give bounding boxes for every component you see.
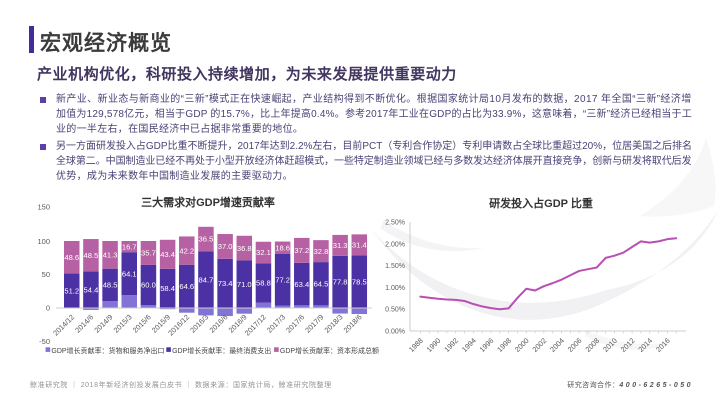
svg-text:1.50%: 1.50% <box>385 263 405 270</box>
svg-text:78.5: 78.5 <box>352 277 367 286</box>
svg-text:2012: 2012 <box>619 336 637 354</box>
svg-text:77.2: 77.2 <box>275 276 290 285</box>
svg-text:32.8: 32.8 <box>314 247 329 256</box>
svg-text:1.00%: 1.00% <box>385 285 405 292</box>
svg-text:18.6: 18.6 <box>275 243 290 252</box>
svg-text:71.0: 71.0 <box>237 280 252 289</box>
svg-text:58.4: 58.4 <box>160 284 175 293</box>
svg-text:73.4: 73.4 <box>218 279 233 288</box>
svg-text:2016: 2016 <box>654 336 672 354</box>
svg-text:0.50%: 0.50% <box>385 307 405 314</box>
svg-text:GDP增长贡献率：货物和服务净出口: GDP增长贡献率：货物和服务净出口 <box>51 346 164 355</box>
svg-text:0.00%: 0.00% <box>385 329 405 336</box>
svg-text:48.5: 48.5 <box>84 251 99 260</box>
svg-text:1994: 1994 <box>460 336 478 354</box>
svg-text:60.0: 60.0 <box>141 281 156 290</box>
svg-text:GDP增长贡献率：资本形成总额: GDP增长贡献率：资本形成总额 <box>280 346 379 355</box>
svg-text:32.1: 32.1 <box>256 248 271 257</box>
svg-text:36.5: 36.5 <box>199 235 214 244</box>
svg-text:2018/6: 2018/6 <box>342 313 364 335</box>
svg-text:36.8: 36.8 <box>237 244 252 253</box>
svg-text:2006: 2006 <box>566 336 584 354</box>
svg-text:16.7: 16.7 <box>122 242 137 251</box>
svg-text:2017/9: 2017/9 <box>303 313 325 335</box>
svg-text:2004: 2004 <box>548 336 566 354</box>
svg-text:48.5: 48.5 <box>103 281 118 290</box>
svg-text:2017/12: 2017/12 <box>243 313 268 338</box>
svg-text:50: 50 <box>42 270 50 279</box>
svg-text:2.00%: 2.00% <box>385 241 405 248</box>
svg-text:1990: 1990 <box>425 336 443 354</box>
svg-text:37.2: 37.2 <box>294 246 309 255</box>
svg-text:2014/12: 2014/12 <box>51 313 76 338</box>
svg-text:2016/6: 2016/6 <box>207 313 229 335</box>
svg-text:77.8: 77.8 <box>333 278 348 287</box>
svg-text:41.3: 41.3 <box>103 251 118 260</box>
svg-text:64.5: 64.5 <box>314 279 329 288</box>
svg-text:58.8: 58.8 <box>256 279 271 288</box>
svg-text:37.0: 37.0 <box>218 242 233 251</box>
svg-text:1988: 1988 <box>407 336 425 354</box>
svg-text:84.7: 84.7 <box>199 275 214 284</box>
svg-text:64.6: 64.6 <box>179 282 194 291</box>
svg-text:2014/9: 2014/9 <box>92 313 114 335</box>
svg-text:2017/6: 2017/6 <box>284 313 306 335</box>
svg-text:研发投入占GDP 比重: 研发投入占GDP 比重 <box>489 196 593 210</box>
svg-text:2015/6: 2015/6 <box>131 313 153 335</box>
svg-text:43.4: 43.4 <box>160 250 175 259</box>
svg-text:2014/6: 2014/6 <box>73 313 95 335</box>
svg-text:三大需求对GDP增速贡献率: 三大需求对GDP增速贡献率 <box>141 195 275 209</box>
svg-text:54.4: 54.4 <box>84 285 99 294</box>
svg-text:1996: 1996 <box>478 336 496 354</box>
svg-text:42.2: 42.2 <box>179 246 194 255</box>
svg-text:2015/3: 2015/3 <box>112 313 134 335</box>
svg-text:2.50%: 2.50% <box>385 220 405 227</box>
svg-text:2014: 2014 <box>636 336 654 354</box>
svg-text:31.4: 31.4 <box>352 241 367 250</box>
svg-text:2002: 2002 <box>530 336 548 354</box>
svg-text:2000: 2000 <box>513 336 531 354</box>
svg-text:GDP增长贡献率：最终消费支出: GDP增长贡献率：最终消费支出 <box>172 346 271 355</box>
svg-text:1998: 1998 <box>495 336 513 354</box>
svg-text:31.3: 31.3 <box>333 241 348 250</box>
svg-text:63.4: 63.4 <box>294 280 309 289</box>
svg-text:51.2: 51.2 <box>64 286 79 295</box>
svg-text:48.6: 48.6 <box>64 253 79 262</box>
svg-text:64.1: 64.1 <box>122 269 137 278</box>
svg-text:2016/12: 2016/12 <box>166 313 191 338</box>
svg-text:100: 100 <box>37 237 50 246</box>
svg-text:1992: 1992 <box>442 336 460 354</box>
svg-text:2018/3: 2018/3 <box>322 313 344 335</box>
svg-text:-50: -50 <box>39 337 50 346</box>
svg-text:150: 150 <box>37 203 50 212</box>
svg-text:2016/3: 2016/3 <box>188 313 210 335</box>
svg-text:0: 0 <box>46 304 50 313</box>
svg-text:35.7: 35.7 <box>141 249 156 258</box>
svg-text:2017/3: 2017/3 <box>265 313 287 335</box>
